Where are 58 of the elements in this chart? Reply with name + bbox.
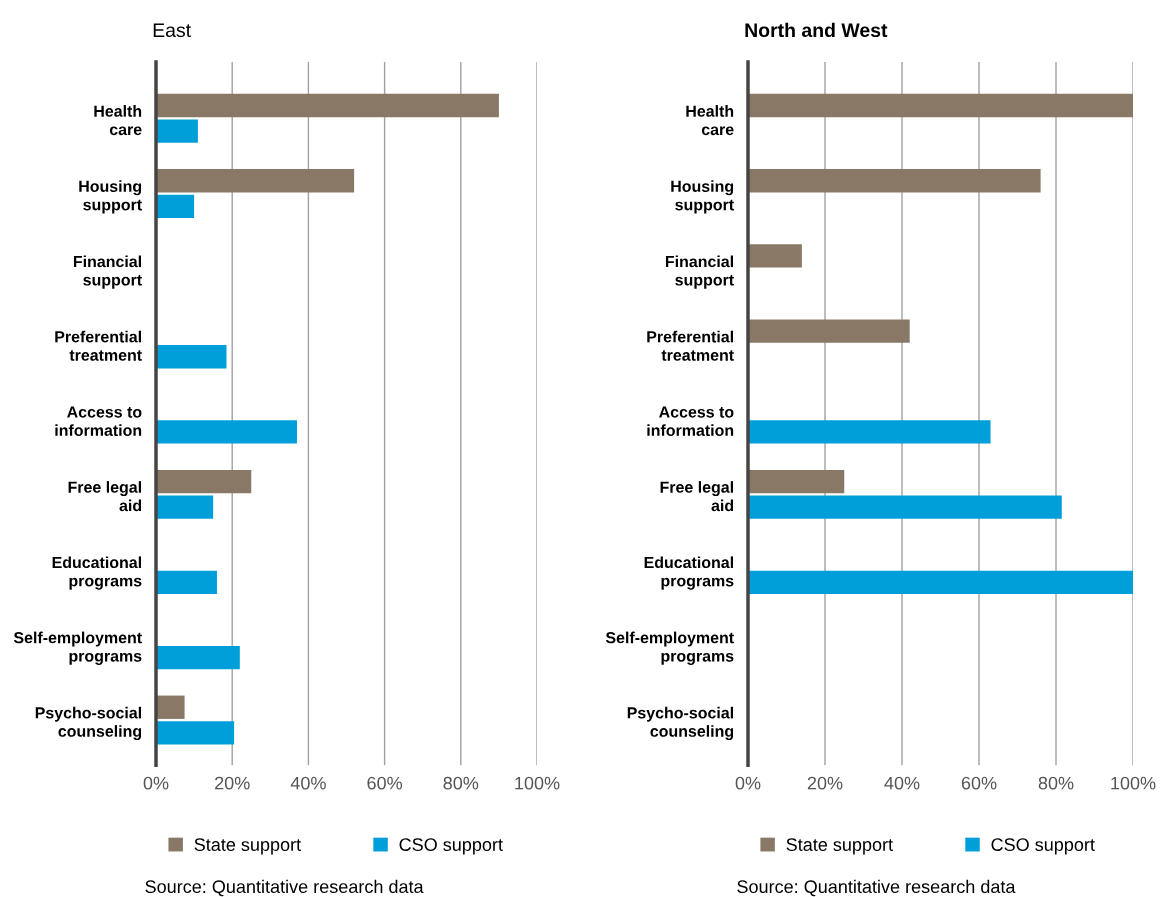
x-tick-label: 60% <box>367 776 403 790</box>
y-tick-label: Self-employment programs <box>605 631 734 665</box>
bar <box>748 93 1133 118</box>
bar <box>156 119 198 143</box>
y-tick-label: Educational programs <box>644 556 734 590</box>
legend-label: State support <box>194 838 301 855</box>
y-tick-label: Preferential treatment <box>647 330 734 361</box>
bar <box>156 345 227 369</box>
bar <box>156 169 355 193</box>
x-tick-label: 20% <box>807 776 843 790</box>
y-tick-label: Psycho-social counseling <box>35 706 142 741</box>
bar <box>748 469 845 494</box>
legend-label: CSO support <box>399 838 503 855</box>
x-tick-label: 100% <box>1111 776 1156 790</box>
y-tick-label: Health care <box>94 105 142 136</box>
x-tick-label: 100% <box>515 776 560 790</box>
bar <box>156 695 185 719</box>
bar <box>156 469 252 494</box>
source-note: Source: Quantitative research data <box>737 879 1016 897</box>
x-tick-label: 20% <box>215 776 250 790</box>
legend-label: State support <box>786 838 893 855</box>
bar <box>748 570 1133 595</box>
y-tick-label: Financial support <box>73 255 142 289</box>
chart-title: East <box>153 23 191 38</box>
x-tick-label: 60% <box>961 776 997 790</box>
bar <box>156 495 214 519</box>
y-tick-label: Psycho-social counseling <box>627 706 734 741</box>
bar <box>156 570 217 595</box>
bar <box>156 645 240 670</box>
y-tick-label: Access to information <box>55 406 142 437</box>
bar <box>748 495 1062 519</box>
y-tick-label: Free legal aid <box>660 481 734 512</box>
y-tick-label: Educational programs <box>52 556 142 590</box>
y-tick-label: Health care <box>686 105 734 136</box>
y-tick-label: Self-employment programs <box>13 631 142 665</box>
y-tick-label: Access to information <box>647 406 734 437</box>
x-tick-label: 0% <box>735 776 761 790</box>
bar <box>748 244 802 268</box>
y-tick-label: Free legal aid <box>68 481 142 512</box>
y-tick-label: Financial support <box>665 255 734 289</box>
source-note: Source: Quantitative research data <box>145 879 424 897</box>
bar <box>748 420 991 444</box>
bar <box>748 319 910 343</box>
x-tick-label: 80% <box>443 776 479 790</box>
bar <box>156 93 499 118</box>
y-tick-label: Preferential treatment <box>55 330 142 361</box>
chart-title: North and West <box>745 22 888 38</box>
bar <box>748 169 1041 193</box>
x-tick-label: 40% <box>884 776 920 790</box>
x-tick-label: 40% <box>290 776 326 790</box>
x-tick-label: 80% <box>1038 776 1074 790</box>
bar <box>156 721 235 745</box>
y-tick-label: Housing support <box>79 180 142 214</box>
legend-label: CSO support <box>991 838 1095 855</box>
y-tick-label: Housing support <box>671 180 734 214</box>
bar <box>156 194 195 218</box>
bar <box>156 420 297 444</box>
x-tick-label: 0% <box>143 776 169 790</box>
